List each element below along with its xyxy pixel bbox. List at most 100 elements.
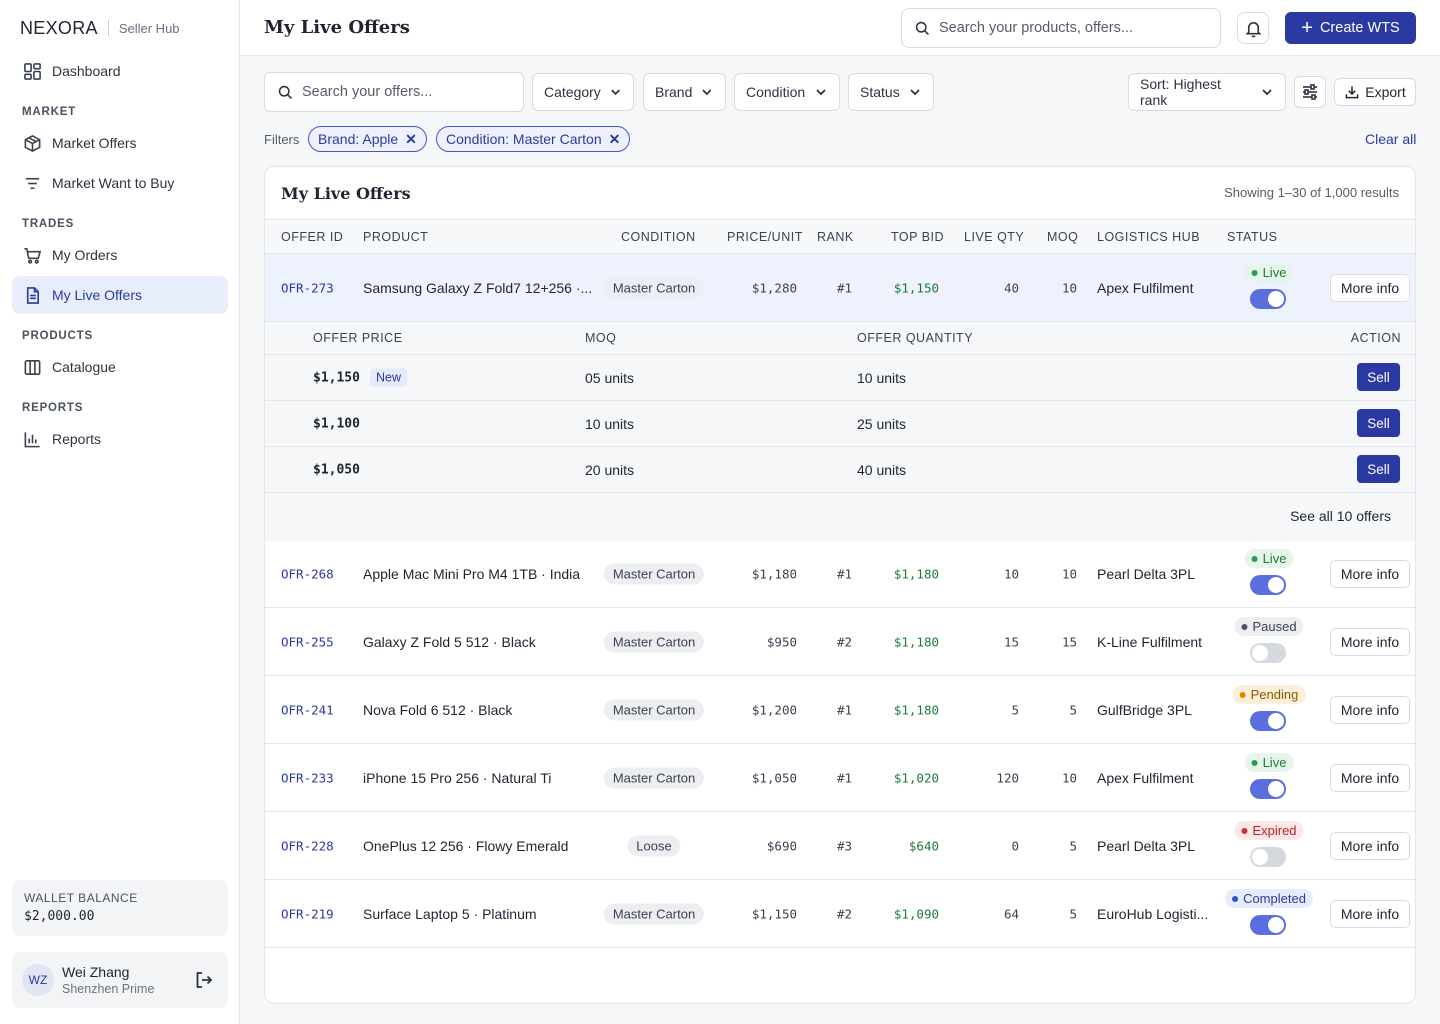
sell-button[interactable]: Sell: [1357, 455, 1400, 483]
sidebar-item-market-offers[interactable]: Market Offers: [12, 124, 228, 162]
sell-button[interactable]: Sell: [1357, 409, 1400, 437]
offer-search[interactable]: [264, 72, 524, 112]
rank: #1: [837, 280, 853, 295]
brand-subtitle: Seller Hub: [118, 20, 180, 36]
toggle-knob: [1268, 713, 1284, 729]
filter-chip-label: Condition: Master Carton: [446, 131, 602, 147]
more-info-button[interactable]: More info: [1330, 627, 1410, 656]
more-info-button[interactable]: More info: [1330, 559, 1410, 588]
more-info-button[interactable]: More info: [1330, 831, 1410, 860]
status-badge: Pending: [1232, 685, 1306, 704]
top-bid: $1,090: [893, 906, 939, 921]
status-cell: Expired: [1227, 821, 1311, 871]
filter-lines-icon: [22, 173, 42, 193]
status-toggle[interactable]: [1250, 847, 1286, 867]
filter-chip-label: Brand: Apple: [318, 131, 399, 147]
status-badge: Expired: [1234, 821, 1304, 840]
brand: NEXORA Seller Hub: [20, 17, 180, 39]
bell-icon: [1244, 21, 1262, 37]
offer-id-link[interactable]: OFR-241: [281, 702, 334, 717]
status-dropdown[interactable]: Status: [848, 73, 934, 111]
price-unit: $1,200: [751, 702, 797, 717]
sidebar-item-reports[interactable]: Reports: [12, 420, 228, 458]
product-name: Surface Laptop 5 · Platinum: [363, 905, 537, 922]
product-name: OnePlus 12 256 · Flowy Emerald: [363, 837, 569, 854]
chevron-down-icon: [702, 89, 712, 96]
rank: #2: [837, 634, 853, 649]
offer-price-value: $1,150: [313, 370, 360, 385]
close-icon[interactable]: ✕: [608, 130, 621, 147]
offer-id-link[interactable]: OFR-268: [281, 566, 334, 581]
table-row[interactable]: OFR-228 OnePlus 12 256 · Flowy Emerald L…: [265, 812, 1415, 880]
logistics-hub: Apex Fulfilment: [1097, 279, 1194, 296]
sidebar-item-dashboard[interactable]: Dashboard: [12, 52, 228, 90]
condition-dropdown-label: Condition: [746, 84, 806, 100]
status-toggle[interactable]: [1250, 915, 1286, 935]
table-row[interactable]: OFR-268 Apple Mac Mini Pro M4 1TB · Indi…: [265, 540, 1415, 608]
top-bid: $640: [908, 838, 939, 853]
column-header: LIVE QTY: [964, 230, 1025, 244]
table-title: My Live Offers: [281, 184, 411, 203]
status-toggle[interactable]: [1250, 575, 1286, 595]
create-wts-button[interactable]: + Create WTS: [1285, 12, 1416, 44]
sidebar-item-my-orders[interactable]: My Orders: [12, 236, 228, 274]
table-row[interactable]: OFR-241 Nova Fold 6 512 · Black Master C…: [265, 676, 1415, 744]
product-name: iPhone 15 Pro 256 · Natural Ti: [363, 769, 552, 786]
brand-dropdown[interactable]: Brand: [643, 73, 726, 111]
moq: 5: [1069, 702, 1077, 717]
offer-id-link[interactable]: OFR-255: [281, 634, 334, 649]
live-qty: 40: [1003, 280, 1019, 295]
sidebar-item-catalogue[interactable]: Catalogue: [12, 348, 228, 386]
more-info-button[interactable]: More info: [1330, 695, 1410, 724]
sell-button[interactable]: Sell: [1357, 363, 1400, 391]
bids-header: OFFER PRICE MOQ OFFER QUANTITY ACTION: [265, 322, 1415, 355]
status-badge: Live: [1244, 263, 1294, 282]
offer-id-link[interactable]: OFR-219: [281, 906, 334, 921]
category-dropdown[interactable]: Category: [532, 73, 634, 111]
notifications-button[interactable]: [1237, 12, 1269, 44]
status-toggle[interactable]: [1250, 711, 1286, 731]
logistics-hub: Pearl Delta 3PL: [1097, 565, 1196, 582]
table-row[interactable]: OFR-233 iPhone 15 Pro 256 · Natural Ti M…: [265, 744, 1415, 812]
status-toggle[interactable]: [1250, 289, 1286, 309]
offer-id-link[interactable]: OFR-233: [281, 770, 334, 785]
status-toggle[interactable]: [1250, 643, 1286, 663]
status-dot: [1241, 623, 1248, 630]
moq: 10: [1061, 770, 1077, 785]
sidebar-item-my-live-offers[interactable]: My Live Offers: [12, 276, 228, 314]
offer-quantity: 10 units: [857, 369, 907, 386]
status-cell: Live: [1227, 549, 1311, 599]
global-search[interactable]: [901, 8, 1221, 48]
more-info-button[interactable]: More info: [1330, 273, 1410, 302]
see-all-offers-link[interactable]: See all 10 offers: [1290, 508, 1391, 524]
export-button[interactable]: Export: [1334, 78, 1416, 106]
table-row[interactable]: OFR-255 Galaxy Z Fold 5 512 · Black Mast…: [265, 608, 1415, 676]
sort-dropdown-label: Sort: Highest rank: [1140, 76, 1221, 108]
offer-search-input[interactable]: [302, 84, 502, 100]
status-toggle[interactable]: [1250, 779, 1286, 799]
column-header: OFFER QUANTITY: [857, 331, 974, 345]
offer-id-link[interactable]: OFR-228: [281, 838, 334, 853]
logout-icon[interactable]: [194, 970, 214, 990]
toggle-knob: [1252, 645, 1268, 661]
global-search-input[interactable]: [939, 20, 1189, 36]
more-info-button[interactable]: More info: [1330, 899, 1410, 928]
condition-badge: Master Carton: [603, 563, 705, 584]
bid-row: $1,150 New 05 units 10 units Sell: [265, 355, 1415, 401]
condition-dropdown[interactable]: Condition: [734, 73, 840, 111]
column-settings-button[interactable]: [1294, 76, 1326, 108]
table-row[interactable]: OFR-219 Surface Laptop 5 · Platinum Mast…: [265, 880, 1415, 948]
status-label: Live: [1262, 265, 1287, 280]
status-label: Expired: [1252, 823, 1297, 838]
column-header: RANK: [817, 230, 854, 244]
more-info-button[interactable]: More info: [1330, 763, 1410, 792]
sort-dropdown[interactable]: Sort: Highest rank: [1128, 73, 1286, 111]
brand-logo: NEXORA: [20, 17, 98, 38]
clear-all-link[interactable]: Clear all: [1365, 131, 1417, 147]
sidebar-item-market-want-to-buy[interactable]: Market Want to Buy: [12, 164, 228, 202]
offer-id-link[interactable]: OFR-273: [281, 280, 334, 295]
close-icon[interactable]: ✕: [405, 130, 417, 147]
status-dot: [1251, 555, 1258, 562]
table-row[interactable]: OFR-273 Samsung Galaxy Z Fold7 12+256 ·.…: [265, 254, 1415, 322]
bar-chart-icon: [22, 429, 42, 449]
